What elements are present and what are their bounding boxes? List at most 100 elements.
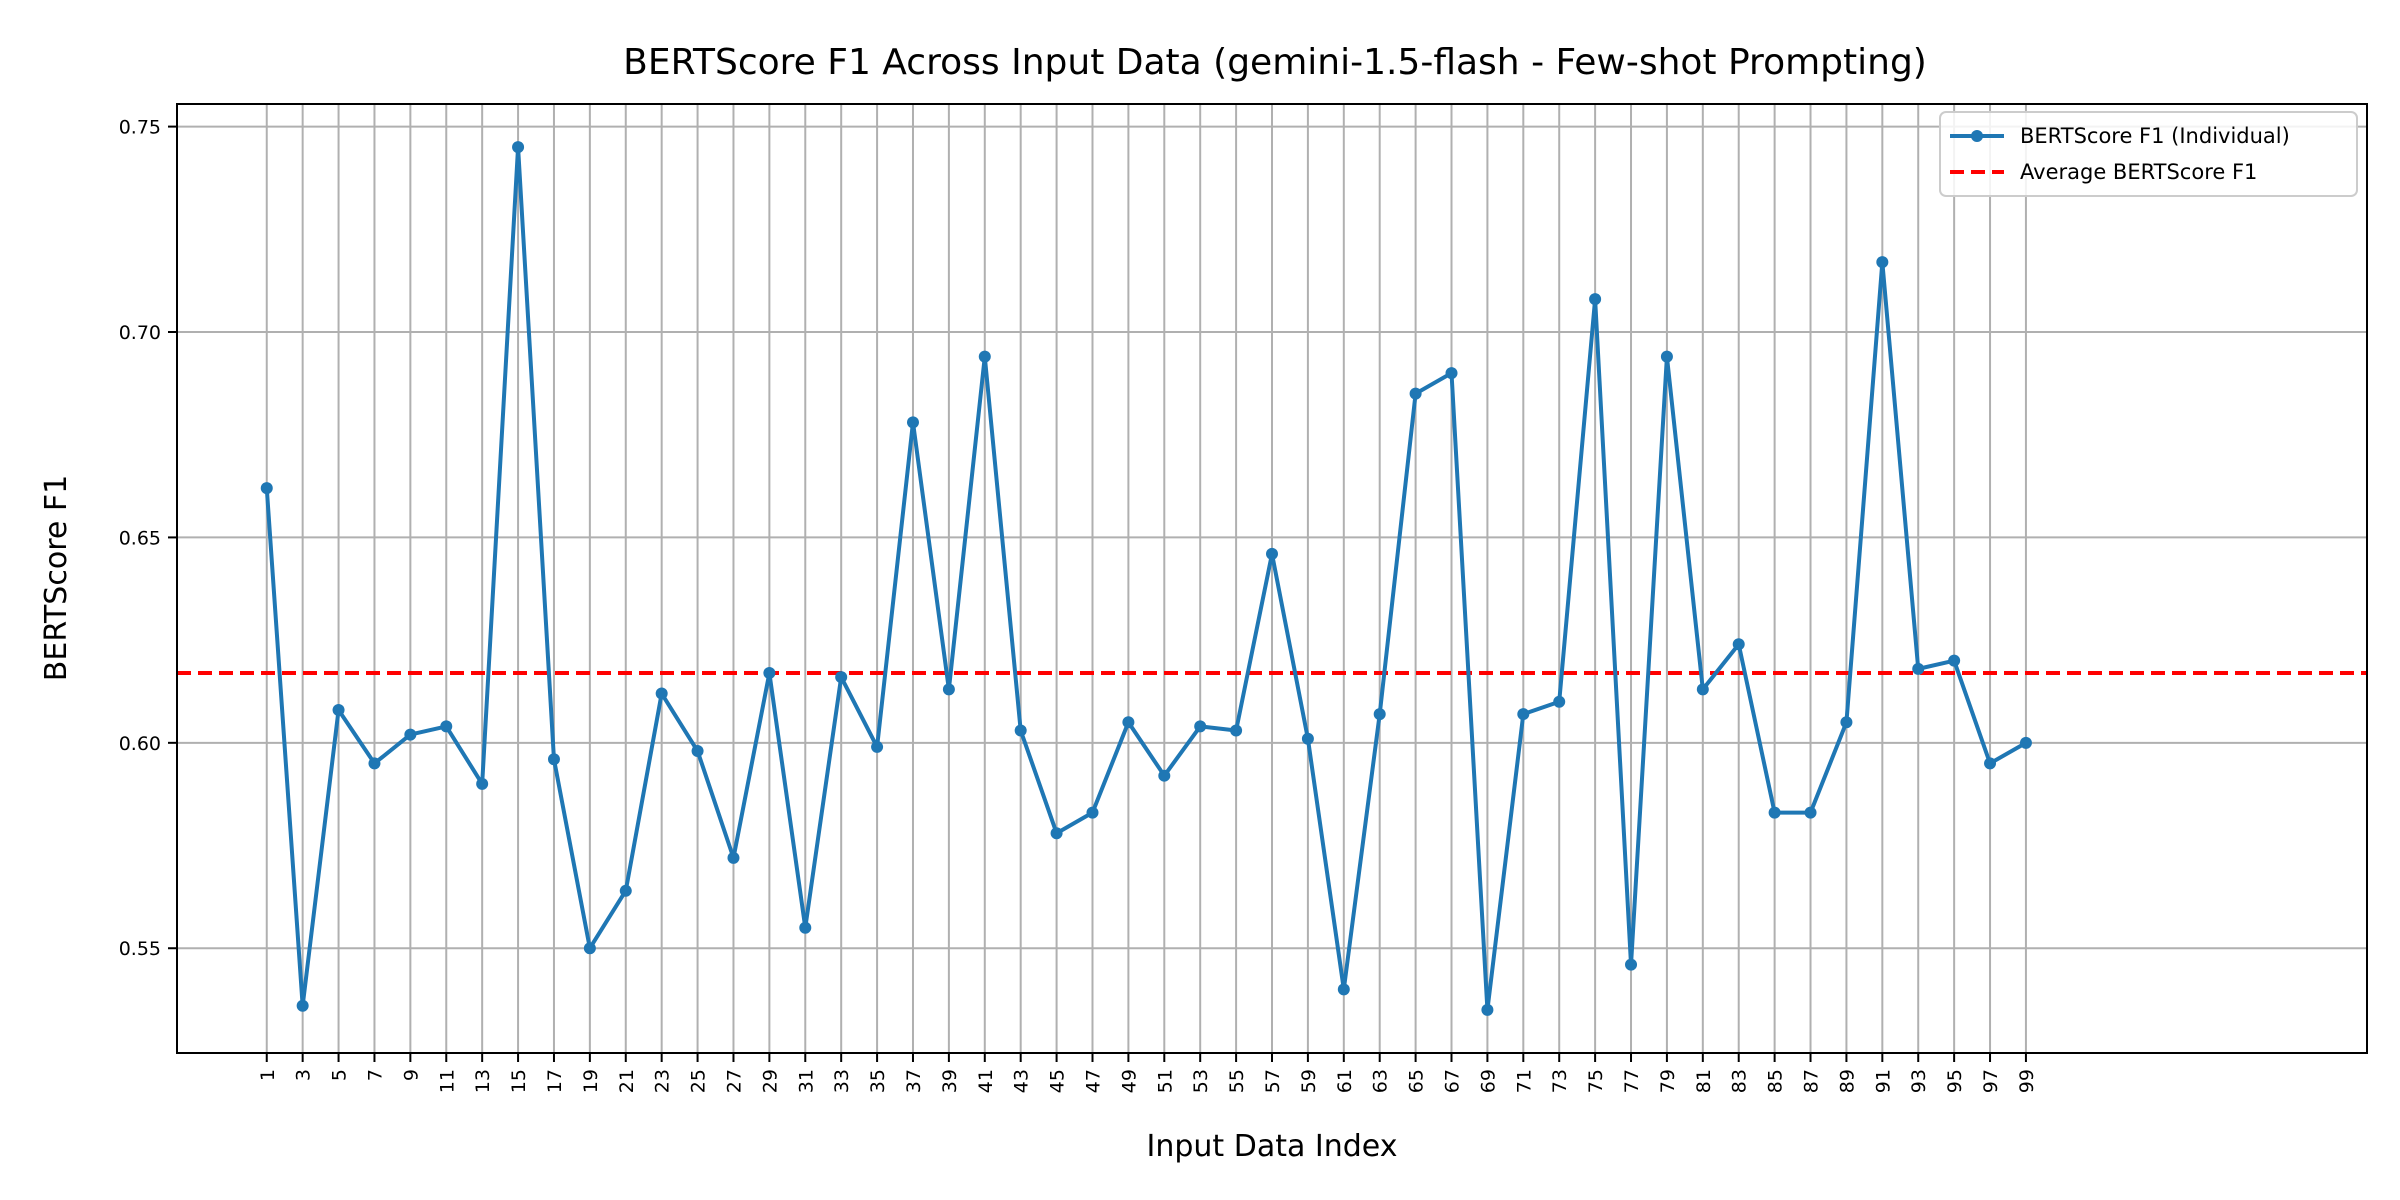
x-tick-label: 75 [1585,1069,1607,1093]
x-tick-label: 37 [903,1069,925,1093]
data-point [404,728,417,741]
data-point [296,999,309,1012]
x-tick-label: 71 [1513,1069,1535,1093]
x-tick-label: 93 [1908,1069,1930,1093]
data-point [1660,350,1673,363]
x-tick-label: 77 [1621,1069,1643,1093]
x-tick-label: 69 [1477,1069,1499,1093]
data-point [1589,293,1602,306]
data-point [1625,958,1638,971]
data-point [1553,695,1566,708]
data-point [1014,724,1027,737]
x-tick-label: 59 [1298,1069,1320,1093]
data-point [763,666,776,679]
data-point [1122,716,1135,729]
y-axis-ticks: 0.55 0.60 0.65 0.70 0.75 [119,117,177,960]
x-tick-label: 31 [795,1069,817,1093]
legend-box [1939,111,2358,197]
data-point [1409,387,1422,400]
data-point [1876,256,1889,269]
data-point [1158,769,1171,782]
x-tick-label: 61 [1334,1069,1356,1093]
x-tick-label: 91 [1872,1069,1894,1093]
x-tick-label: 49 [1118,1069,1140,1093]
x-tick-label: 43 [1011,1069,1033,1093]
x-tick-label: 1 [257,1069,279,1081]
x-tick-label: 3 [293,1069,315,1081]
grid [177,104,2367,1053]
x-tick-label: 81 [1693,1069,1715,1093]
y-tick-label: 0.60 [119,733,161,755]
x-tick-label: 47 [1082,1069,1104,1093]
x-tick-label: 45 [1047,1069,1069,1093]
legend: BERTScore F1 (Individual) Average BERTSc… [1939,111,2358,197]
x-tick-label: 65 [1406,1069,1428,1093]
x-tick-label: 11 [436,1069,458,1093]
x-tick-label: 73 [1549,1069,1571,1093]
y-tick-label: 0.75 [119,117,161,139]
data-point [1086,806,1099,819]
x-tick-label: 89 [1836,1069,1858,1093]
x-tick-label: 67 [1442,1069,1464,1093]
x-tick-label: 57 [1262,1069,1284,1093]
x-tick-label: 15 [508,1069,530,1093]
y-axis-label: BERTScore F1 [39,475,74,681]
x-tick-label: 55 [1226,1069,1248,1093]
x-tick-label: 21 [616,1069,638,1093]
x-tick-label: 29 [759,1069,781,1093]
x-tick-label: 83 [1729,1069,1751,1093]
x-tick-label: 25 [688,1069,710,1093]
data-point [1912,662,1925,675]
data-point [1517,708,1530,721]
x-tick-label: 33 [831,1069,853,1093]
x-tick-label: 23 [652,1069,674,1093]
y-tick-label: 0.55 [119,938,161,960]
data-point [1696,683,1709,696]
x-tick-label: 39 [939,1069,961,1093]
data-point [476,777,489,790]
data-point [691,745,704,758]
data-point [906,416,919,429]
x-tick-label: 41 [975,1069,997,1093]
x-tick-label: 9 [400,1069,422,1081]
data-point [942,683,955,696]
data-point [1373,708,1386,721]
data-point [440,720,453,733]
data-point [727,851,740,864]
x-tick-label: 13 [472,1069,494,1093]
x-tick-label: 35 [867,1069,889,1093]
data-point [1266,547,1278,560]
data-point [835,671,848,684]
data-point [1337,983,1350,996]
data-point [1840,716,1853,729]
data-point [547,753,560,766]
y-tick-label: 0.70 [119,322,161,344]
data-point [260,482,273,495]
x-tick-label: 7 [364,1069,386,1081]
series-layer [260,141,2032,1016]
x-tick-label: 99 [2016,1069,2038,1093]
x-tick-label: 79 [1657,1069,1679,1093]
data-point [332,703,345,716]
data-point [2019,736,2032,749]
x-tick-label: 97 [1980,1069,2002,1093]
data-point [1230,724,1243,737]
data-point [619,884,632,897]
data-point [1481,1003,1494,1016]
x-tick-label: 27 [723,1069,745,1093]
x-axis-label: Input Data Index [1147,1129,1398,1164]
data-point [871,740,884,753]
x-tick-label: 85 [1765,1069,1787,1093]
data-point [1194,720,1207,733]
data-point [1050,827,1063,840]
x-tick-label: 53 [1190,1069,1212,1093]
x-tick-label: 63 [1370,1069,1392,1093]
y-tick-label: 0.65 [119,527,161,549]
data-point [368,757,381,770]
legend-label-individual: BERTScore F1 (Individual) [2020,124,2290,148]
data-point [978,350,991,363]
data-point [1984,757,1997,770]
x-tick-label: 5 [329,1069,351,1081]
legend-label-average: Average BERTScore F1 [2020,160,2257,184]
